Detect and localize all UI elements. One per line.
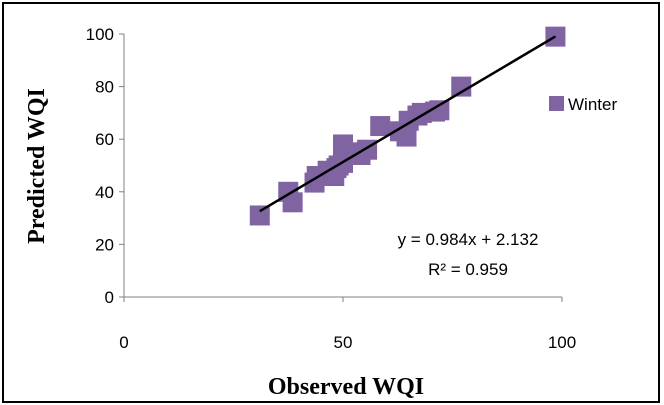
legend-label-winter: Winter xyxy=(568,95,617,114)
data-point xyxy=(396,126,417,147)
data-point xyxy=(451,76,472,97)
x-tick-label: 100 xyxy=(548,333,576,352)
y-axis-title: Predicted WQI xyxy=(24,88,50,244)
data-point xyxy=(249,205,270,226)
x-tick-label: 0 xyxy=(119,333,128,352)
y-tick-label: 100 xyxy=(86,25,114,44)
r-squared-label: R² = 0.959 xyxy=(428,260,508,279)
trendline xyxy=(259,35,557,213)
x-axis-title: Observed WQI xyxy=(268,374,424,400)
y-tick-label: 40 xyxy=(95,183,114,202)
data-point xyxy=(370,116,391,137)
x-tick-label: 50 xyxy=(334,333,353,352)
y-tick-label: 60 xyxy=(95,130,114,149)
trendline-equation: y = 0.984x + 2.132 xyxy=(398,230,539,249)
y-tick-label: 0 xyxy=(105,288,114,307)
trendline-layer xyxy=(259,35,557,213)
axes xyxy=(119,33,563,302)
data-point xyxy=(282,192,303,213)
tick-labels: 0 20 40 60 80 100 0 50 100 xyxy=(86,25,577,352)
data-points xyxy=(249,26,566,226)
y-tick-label: 80 xyxy=(95,78,114,97)
legend-swatch-winter xyxy=(549,96,564,111)
y-tick-label: 20 xyxy=(95,235,114,254)
data-point xyxy=(429,100,450,121)
